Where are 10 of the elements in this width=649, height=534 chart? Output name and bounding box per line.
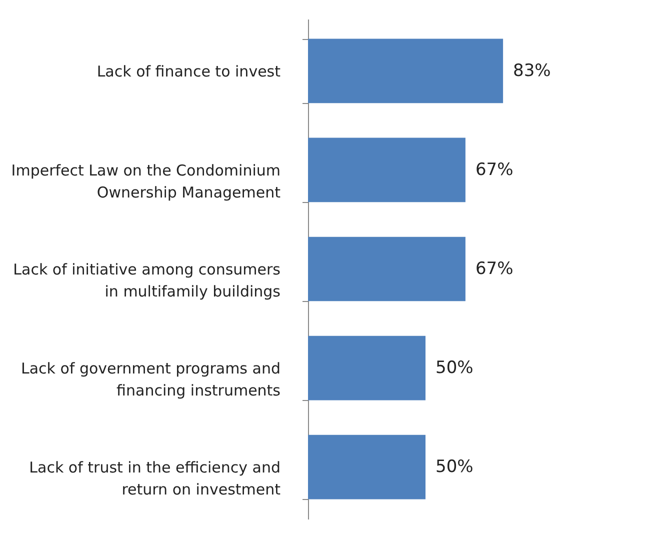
y-tick-label: Lack of government programs and financing instruments — [20, 360, 281, 400]
data-label: 67% — [475, 259, 514, 279]
y-tick-label: Imperfect Law on the Condominium Ownership Management — [11, 161, 281, 202]
data-label: 67% — [475, 160, 514, 180]
data-label: 50% — [436, 358, 474, 378]
y-tick-label: Lack of trust in the efficiency and return on investment — [29, 458, 281, 499]
y-tick-label: Lack of finance to invest — [96, 62, 281, 80]
y-tick-label: Lack of initiative among consumers in multifamily buildings — [13, 260, 281, 300]
data-label: 83% — [513, 60, 551, 81]
data-label: 50% — [436, 457, 474, 478]
